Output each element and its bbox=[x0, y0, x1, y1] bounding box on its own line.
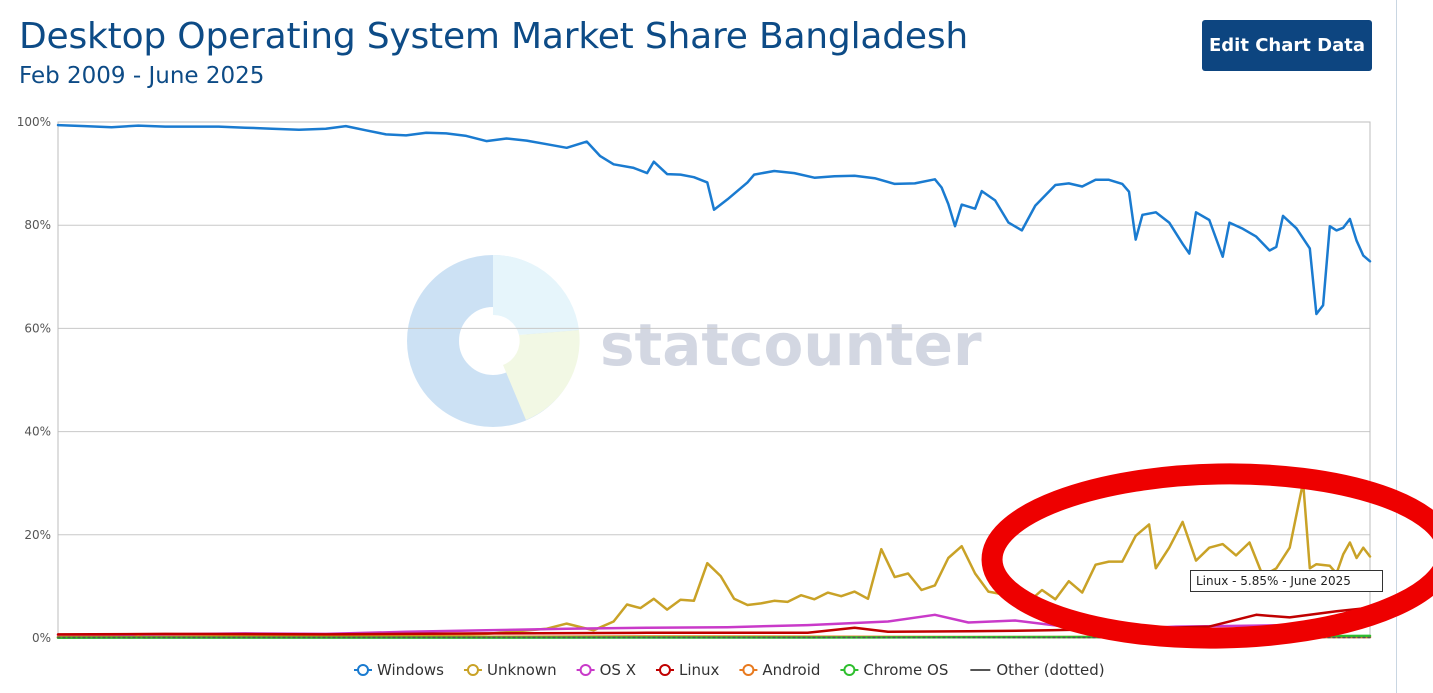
y-tick-label: 60% bbox=[24, 321, 51, 335]
y-axis: 0% 20% 40% 60% 80% 100% bbox=[17, 115, 51, 645]
y-tick-label: 40% bbox=[24, 425, 51, 439]
legend-marker-circle bbox=[466, 664, 479, 676]
legend-marker-circle bbox=[357, 664, 369, 676]
series-line-linux bbox=[56, 606, 1372, 636]
legend-label: Unknown bbox=[487, 661, 557, 679]
legend-label: Other (dotted) bbox=[996, 661, 1104, 679]
legend-label: OS X bbox=[600, 661, 636, 679]
legend-item-os-x[interactable]: OS X bbox=[576, 661, 636, 679]
legend-marker-circle bbox=[843, 664, 856, 676]
legend-marker-circle bbox=[658, 664, 671, 676]
chart-legend[interactable]: Windows Unknown OS X Linux Android Chrome OS O… bbox=[354, 661, 1105, 679]
watermark-text: statcounter bbox=[600, 311, 982, 379]
series-line-windows bbox=[56, 123, 1372, 316]
y-tick-label: 100% bbox=[17, 115, 51, 129]
legend-item-unknown[interactable]: Unknown bbox=[463, 661, 557, 679]
chart-grid bbox=[57, 121, 1371, 639]
legend-label: Chrome OS bbox=[863, 661, 948, 679]
date-range-subtitle: Feb 2009 - June 2025 bbox=[19, 63, 265, 89]
legend-item-other-dotted[interactable]: Other (dotted) bbox=[970, 661, 1105, 679]
page-title: Desktop Operating System Market Share Ba… bbox=[19, 16, 969, 57]
edit-chart-data-button[interactable]: Edit Chart Data bbox=[1202, 20, 1372, 71]
legend-item-android[interactable]: Android bbox=[739, 661, 820, 679]
legend-label: Windows bbox=[377, 661, 444, 679]
statcounter-watermark: statcounter bbox=[407, 254, 982, 427]
legend-item-chrome-os[interactable]: Chrome OS bbox=[840, 661, 948, 679]
y-tick-label: 20% bbox=[24, 528, 51, 542]
y-tick-label: 0% bbox=[32, 631, 51, 645]
legend-label: Android bbox=[762, 661, 820, 679]
series-line-unknown bbox=[56, 480, 1372, 639]
legend-marker-circle bbox=[579, 664, 592, 676]
legend-item-linux[interactable]: Linux bbox=[655, 661, 720, 679]
legend-item-windows[interactable]: Windows bbox=[354, 661, 444, 679]
y-tick-label: 80% bbox=[24, 218, 51, 232]
red-annotation-circle bbox=[981, 463, 1433, 649]
chart-tooltip: Linux - 5.85% - June 2025 bbox=[1190, 570, 1383, 592]
legend-marker-circle bbox=[742, 664, 755, 676]
right-divider bbox=[1396, 0, 1397, 693]
legend-label: Linux bbox=[679, 661, 720, 679]
series-lines bbox=[56, 123, 1372, 639]
plot-frame bbox=[57, 121, 1371, 639]
